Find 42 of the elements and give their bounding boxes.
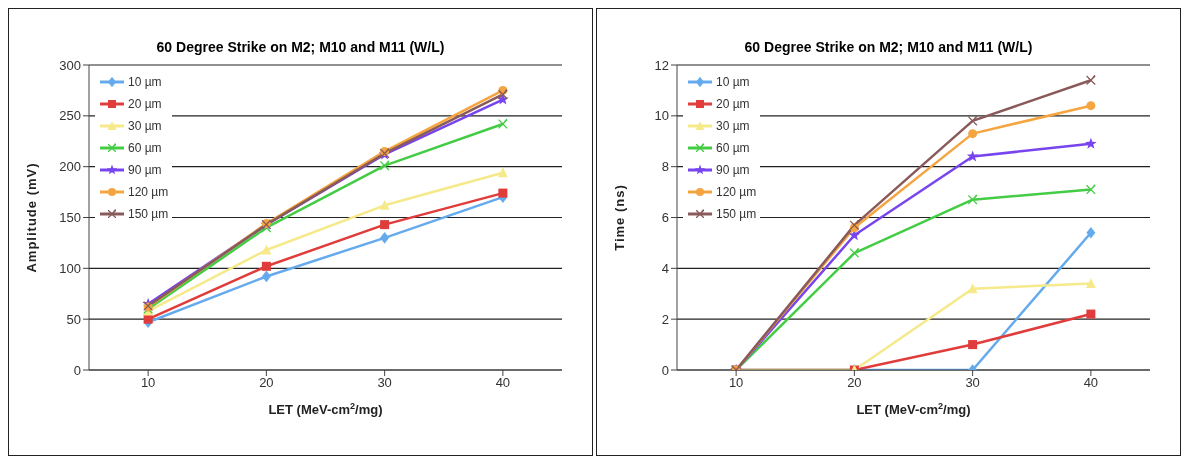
legend-label: 90 µm [716, 162, 750, 179]
x-axis-title: LET (MeV-cm$^{2}$/mg) [268, 401, 383, 417]
y-tick-label: 0 [73, 362, 81, 378]
legend-label: 120 µm [128, 184, 169, 201]
x-tick-label: 40 [1083, 375, 1099, 391]
y-axis-title: Time (ns) [611, 184, 627, 251]
chart-title: 60 Degree Strike on M2; M10 and M11 (W/L) [743, 39, 1034, 55]
y-axis-title: Amplitude (mV) [23, 162, 39, 273]
x-tick-label: 20 [259, 375, 274, 391]
legend-label: 10 µm [128, 74, 162, 91]
legend-label: 30 µm [128, 118, 162, 135]
legend-label: 150 µm [128, 206, 169, 223]
y-tick-label: 6 [661, 210, 669, 226]
legend-label: 10 µm [716, 74, 750, 91]
x-tick-label: 10 [140, 375, 156, 391]
y-tick-label: 200 [59, 159, 81, 175]
chart-title: 60 Degree Strike on M2; M10 and M11 (W/L) [155, 39, 446, 55]
y-tick-label: 4 [661, 260, 669, 276]
y-tick-label: 150 [59, 210, 81, 226]
y-tick-label: 10 [654, 108, 669, 124]
y-tick-label: 300 [59, 57, 81, 73]
y-tick-label: 0 [661, 362, 669, 378]
x-axis-title: LET (MeV-cm$^{2}$/mg) [856, 401, 971, 417]
x-tick-label: 10 [728, 375, 744, 391]
y-tick-label: 12 [654, 57, 669, 73]
legend-label: 20 µm [128, 96, 162, 113]
y-tick-label: 250 [59, 108, 81, 124]
legend-label: 120 µm [716, 184, 757, 201]
x-tick-label: 30 [965, 375, 980, 391]
legend-label: 150 µm [716, 206, 757, 223]
y-tick-label: 8 [661, 159, 669, 175]
x-tick-label: 20 [847, 375, 862, 391]
legend-label: 90 µm [128, 162, 162, 179]
x-tick-label: 30 [377, 375, 392, 391]
legend-label: 60 µm [716, 140, 750, 157]
y-tick-label: 2 [661, 311, 669, 327]
y-tick-label: 50 [66, 311, 81, 327]
legend-label: 30 µm [716, 118, 750, 135]
legend-label: 60 µm [128, 140, 162, 157]
x-tick-label: 40 [495, 375, 511, 391]
legend-label: 20 µm [716, 96, 750, 113]
y-tick-label: 100 [59, 260, 81, 276]
